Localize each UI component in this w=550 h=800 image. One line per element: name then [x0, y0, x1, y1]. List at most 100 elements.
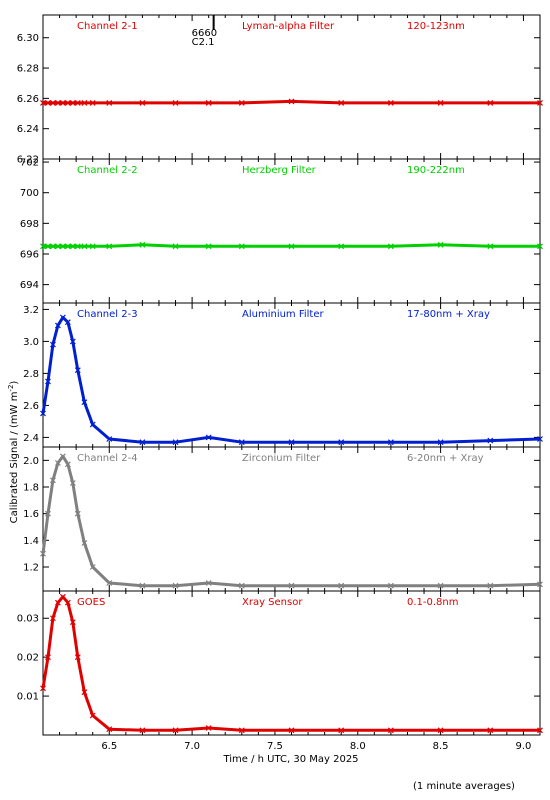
data-point	[139, 727, 146, 734]
data-point	[338, 99, 345, 106]
data-point-stroke	[437, 99, 444, 106]
y-tick-label: 6.22	[17, 155, 39, 166]
panel-3: 2.4 2.6 2.8 3.0 3.2 Channel 2-3 Aluminium Filt…	[23, 302, 543, 448]
data-point-stroke	[50, 99, 56, 106]
data-point	[288, 98, 295, 105]
y-tick-label: 698	[20, 219, 39, 230]
data-point	[50, 477, 56, 484]
y-tick-label: 694	[20, 280, 39, 291]
data-point-stroke	[54, 322, 61, 329]
data-point-stroke	[81, 243, 88, 250]
data-point-stroke	[40, 410, 46, 417]
panel-4: 1.2 1.4 1.6 1.8 2.0 Channel 2-4 Zirconium Filt…	[23, 446, 543, 592]
y-tick-label: 0.03	[17, 614, 39, 625]
x-tick-label: 9.0	[515, 741, 531, 752]
data-point	[437, 439, 444, 446]
panel-filter-label: Aluminium Filter	[242, 309, 325, 320]
data-point	[40, 243, 46, 250]
data-point	[89, 99, 96, 106]
data-point-stroke	[89, 421, 96, 428]
data-point	[45, 99, 51, 106]
data-point	[54, 460, 61, 466]
data-point	[537, 243, 543, 250]
data-point	[81, 399, 88, 406]
data-point-stroke	[106, 99, 113, 106]
data-point-stroke	[139, 582, 146, 589]
data-point-stroke	[74, 243, 81, 250]
y-tick-label: 1.8	[23, 483, 39, 494]
x-tick-label: 8.0	[350, 741, 366, 752]
data-point-stroke	[40, 550, 46, 557]
data-point	[54, 322, 61, 329]
data-point-stroke	[487, 243, 494, 250]
data-point-stroke	[238, 243, 245, 250]
data-point	[487, 582, 494, 589]
data-point	[387, 99, 394, 106]
data-point-stroke	[81, 540, 88, 546]
x-tick-label: 7.0	[184, 741, 200, 752]
data-point	[45, 510, 51, 517]
data-point-stroke	[172, 243, 179, 250]
data-point	[238, 582, 245, 589]
data-point-stroke	[288, 439, 295, 446]
panel-channel-label: Channel 2-1	[77, 21, 138, 32]
data-point	[139, 582, 146, 589]
panel-filter-label: Zirconium Filter	[242, 453, 321, 464]
y-tick-label: 2.4	[23, 433, 39, 444]
data-point-stroke	[106, 580, 113, 586]
data-point-stroke	[288, 727, 295, 734]
data-point	[45, 654, 51, 661]
data-point	[437, 99, 444, 106]
data-point-stroke	[537, 99, 543, 106]
data-point-stroke	[106, 436, 113, 442]
y-tick-label: 6.28	[17, 64, 39, 75]
data-point	[537, 99, 543, 106]
data-point	[64, 99, 71, 106]
y-tick-label: 2.6	[23, 401, 39, 412]
data-point	[81, 243, 88, 250]
data-point-stroke	[437, 582, 444, 589]
data-point	[40, 550, 46, 557]
data-point-stroke	[437, 241, 444, 248]
data-point-stroke	[69, 99, 76, 106]
data-point-stroke	[338, 243, 345, 250]
data-point-stroke	[387, 582, 394, 589]
data-point-stroke	[69, 338, 76, 345]
data-point-stroke	[487, 727, 494, 734]
data-point	[59, 243, 66, 250]
data-point	[50, 615, 56, 622]
data-point-stroke	[69, 480, 76, 486]
panel-frame	[42, 302, 541, 448]
data-point-stroke	[172, 439, 179, 446]
y-axis-title-exponent: -2	[7, 385, 15, 392]
data-point	[106, 243, 113, 250]
data-point-stroke	[45, 378, 51, 385]
data-point-stroke	[487, 99, 494, 106]
panel-frame	[42, 590, 541, 736]
data-point	[50, 341, 56, 348]
data-point-stroke	[205, 434, 212, 441]
data-point	[437, 727, 444, 734]
data-point	[89, 421, 96, 428]
data-point-stroke	[487, 437, 494, 444]
data-point	[50, 99, 56, 106]
data-point	[81, 689, 88, 696]
y-tick-label: 3.0	[23, 337, 39, 348]
data-point	[69, 480, 76, 486]
data-point	[288, 582, 295, 589]
data-point-stroke	[40, 685, 46, 692]
data-point-stroke	[74, 367, 81, 374]
data-point	[338, 439, 345, 446]
y-axis-title-close: )	[9, 381, 20, 385]
series-line	[41, 595, 540, 732]
data-point	[288, 439, 295, 446]
panel-channel-label: Channel 2-2	[77, 165, 138, 176]
data-point	[205, 243, 212, 250]
panel-channel-label: Channel 2-4	[77, 453, 138, 464]
y-tick-label: 6.24	[17, 124, 39, 135]
data-point-stroke	[40, 243, 46, 250]
y-tick-label: 696	[20, 249, 39, 260]
series-line	[41, 315, 541, 444]
data-point-stroke	[74, 510, 81, 517]
data-point	[172, 99, 179, 106]
